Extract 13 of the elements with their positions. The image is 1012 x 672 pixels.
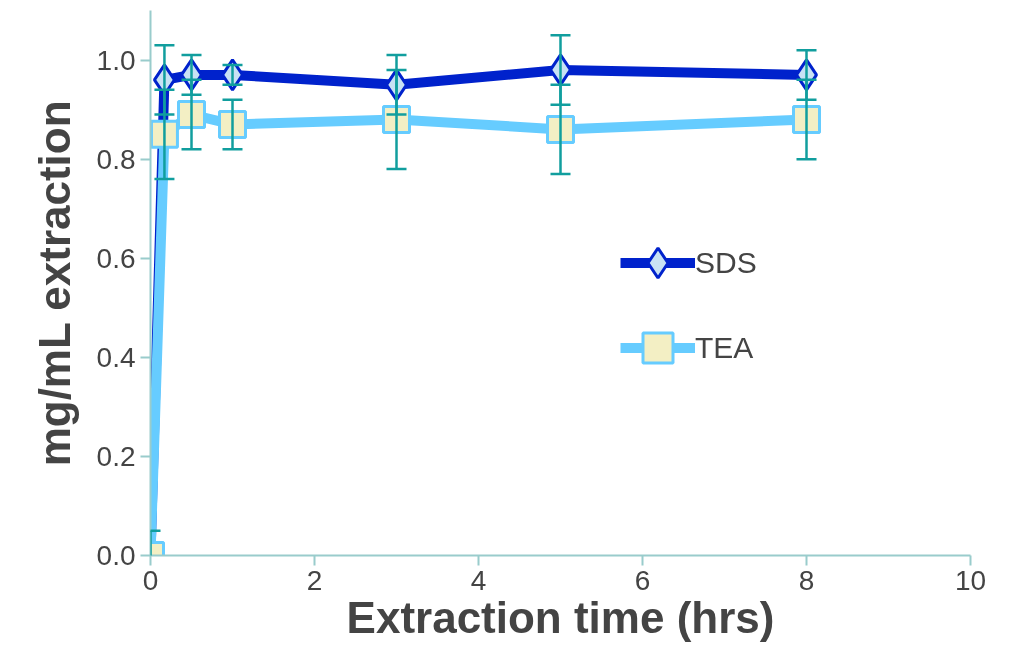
y-tick-label: 0.8 xyxy=(96,143,136,175)
x-tick-label: 10 xyxy=(954,564,987,596)
y-tick-label: 0.6 xyxy=(96,242,136,274)
y-tick-label: 0.4 xyxy=(96,341,136,373)
y-tick-label: 0.2 xyxy=(96,440,136,472)
x-tick-label: 8 xyxy=(798,564,815,596)
y-axis-title: mg/mL extraction xyxy=(29,100,79,467)
x-tick-label: 2 xyxy=(306,564,323,596)
y-tick-label: 0.0 xyxy=(96,540,136,571)
x-tick-label: 0 xyxy=(142,564,159,596)
legend-label: TEA xyxy=(695,330,754,365)
y-tick-label: 1.0 xyxy=(96,44,136,76)
legend-label: SDS xyxy=(695,245,757,280)
